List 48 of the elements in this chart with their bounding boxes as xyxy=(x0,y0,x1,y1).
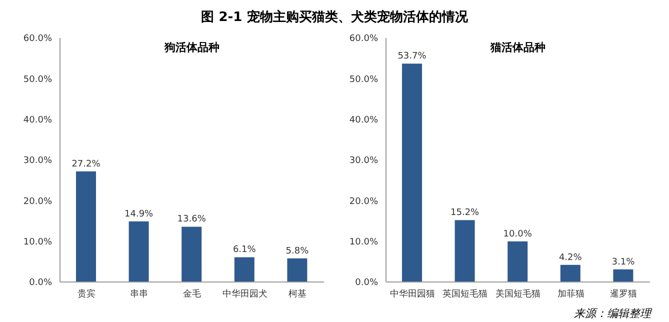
bar xyxy=(128,221,149,282)
bar xyxy=(560,264,580,282)
y-tick-label: 30.0% xyxy=(23,156,52,166)
x-tick-label: 美国短毛猫 xyxy=(496,288,540,300)
data-label: 5.8% xyxy=(286,246,310,256)
chart-subtitle: 狗活体品种 xyxy=(163,40,220,55)
x-tick-label: 加菲猫 xyxy=(557,288,584,300)
y-tick-label: 0.0% xyxy=(355,278,378,288)
x-tick-label: 英国短毛猫 xyxy=(442,288,488,300)
bar xyxy=(613,269,634,282)
data-label: 53.7% xyxy=(398,52,427,62)
y-tick-label: 50.0% xyxy=(23,74,52,85)
y-tick-label: 20.0% xyxy=(349,196,378,207)
y-tick-label: 60.0% xyxy=(23,34,52,44)
y-tick-label: 40.0% xyxy=(349,116,378,126)
data-label: 15.2% xyxy=(450,208,480,218)
bar xyxy=(287,258,308,282)
y-tick-label: 40.0% xyxy=(23,116,52,126)
data-label: 27.2% xyxy=(72,159,101,170)
bar xyxy=(76,171,96,282)
bar xyxy=(402,64,422,282)
chart-subtitle: 猫活体品种 xyxy=(490,41,546,54)
data-label: 14.9% xyxy=(124,209,154,220)
x-tick-label: 金毛 xyxy=(183,288,201,300)
x-tick-label: 中华田园犬 xyxy=(222,288,268,300)
data-label: 3.1% xyxy=(612,257,636,268)
x-tick-label: 暹罗猫 xyxy=(610,288,638,300)
data-label: 10.0% xyxy=(503,229,532,240)
bar xyxy=(454,220,475,282)
x-tick-label: 柯基 xyxy=(288,288,307,300)
data-label: 13.6% xyxy=(177,214,206,225)
chart-title: 图 2-1 宠物主购买猫类、犬类宠物活体的情况 xyxy=(200,8,469,27)
y-tick-label: 0.0% xyxy=(29,278,52,288)
y-tick-label: 10.0% xyxy=(23,238,52,248)
x-tick-label: 中华田园猫 xyxy=(390,288,435,300)
data-label: 6.1% xyxy=(232,245,256,256)
x-tick-label: 串串 xyxy=(130,288,148,300)
y-tick-label: 10.0% xyxy=(349,238,378,248)
y-tick-label: 30.0% xyxy=(349,156,378,166)
y-tick-label: 20.0% xyxy=(23,196,52,207)
x-tick-label: 贵宾 xyxy=(77,288,96,300)
bar xyxy=(508,241,528,282)
bar xyxy=(182,226,202,282)
y-tick-label: 50.0% xyxy=(349,74,378,85)
y-tick-label: 60.0% xyxy=(349,34,378,44)
bar xyxy=(234,257,254,282)
data-label: 4.2% xyxy=(558,252,582,263)
source-note: 来源：编辑整理 xyxy=(573,306,653,321)
